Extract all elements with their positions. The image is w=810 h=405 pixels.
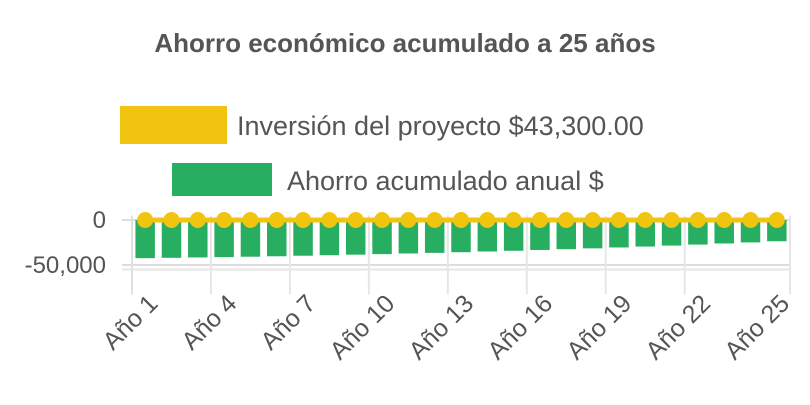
point-investment bbox=[689, 212, 706, 228]
point-investment bbox=[295, 212, 312, 228]
legend: Inversión del proyecto $43,300.00 Ahorro… bbox=[120, 106, 644, 196]
point-investment bbox=[663, 212, 680, 228]
bar-savings bbox=[319, 220, 340, 256]
point-investment bbox=[374, 212, 391, 228]
point-investment bbox=[453, 212, 469, 228]
point-investment bbox=[347, 212, 364, 228]
bar-savings bbox=[503, 220, 524, 251]
bar-savings bbox=[293, 220, 313, 256]
legend-swatch-savings bbox=[172, 163, 272, 196]
chart-title: Ahorro económico acumulado a 25 años bbox=[154, 28, 655, 58]
legend-swatch-investment bbox=[120, 106, 227, 144]
bar-savings bbox=[214, 220, 234, 258]
x-tick-label: Año 10 bbox=[324, 289, 400, 365]
point-investment bbox=[505, 212, 522, 228]
bar-savings bbox=[161, 220, 182, 258]
x-tick-label: Año 25 bbox=[719, 289, 795, 365]
point-investment bbox=[716, 212, 733, 228]
x-tick-label: Año 22 bbox=[640, 289, 716, 365]
point-investment bbox=[479, 212, 496, 228]
x-tick-label: Año 16 bbox=[482, 289, 558, 365]
y-axis: 0 -50,000 bbox=[25, 207, 106, 279]
x-axis: Año 1 Año 4 Año 7 Año 10 Año 13 Año 16 Año 19 A… bbox=[97, 289, 795, 365]
bar-savings bbox=[609, 220, 629, 248]
bar-savings bbox=[661, 220, 682, 246]
point-investment bbox=[426, 212, 443, 228]
point-investment bbox=[268, 212, 285, 228]
bar-savings bbox=[451, 220, 471, 253]
point-investment bbox=[242, 212, 259, 228]
bar-savings bbox=[556, 220, 577, 250]
point-investment bbox=[558, 212, 575, 228]
bar-savings bbox=[477, 220, 498, 252]
point-investment bbox=[742, 212, 759, 228]
point-investment bbox=[216, 212, 233, 228]
bar-savings bbox=[398, 220, 419, 254]
point-investment bbox=[163, 212, 180, 228]
point-investment bbox=[531, 212, 548, 228]
bar-savings bbox=[530, 220, 550, 250]
x-tick-label: Año 4 bbox=[176, 289, 242, 355]
point-investment bbox=[137, 212, 154, 228]
y-tick-label: 0 bbox=[93, 207, 106, 234]
x-tick-label: Año 1 bbox=[97, 289, 163, 355]
bar-series-savings bbox=[135, 220, 787, 259]
point-investment bbox=[768, 212, 785, 228]
bar-savings bbox=[240, 220, 261, 257]
bar-savings bbox=[635, 220, 655, 247]
bar-savings bbox=[267, 220, 287, 257]
bar-savings bbox=[582, 220, 603, 249]
point-investment bbox=[610, 212, 627, 228]
bar-savings bbox=[188, 220, 208, 258]
point-investment bbox=[400, 212, 417, 228]
x-tick-label: Año 7 bbox=[255, 289, 321, 355]
point-investment bbox=[637, 212, 654, 228]
bar-savings bbox=[372, 220, 392, 255]
bar-savings bbox=[345, 220, 366, 255]
bar-savings bbox=[135, 220, 155, 259]
legend-label-investment: Inversión del proyecto $43,300.00 bbox=[237, 111, 644, 141]
y-tick-label: -50,000 bbox=[25, 252, 106, 279]
point-investment bbox=[584, 212, 601, 228]
legend-label-savings: Ahorro acumulado anual $ bbox=[287, 166, 604, 196]
x-tick-label: Año 13 bbox=[403, 289, 479, 365]
point-investment bbox=[321, 212, 338, 228]
point-investment bbox=[189, 212, 206, 228]
bar-savings bbox=[424, 220, 445, 253]
x-tick-label: Año 19 bbox=[561, 289, 637, 365]
line-series-investment bbox=[137, 212, 785, 228]
